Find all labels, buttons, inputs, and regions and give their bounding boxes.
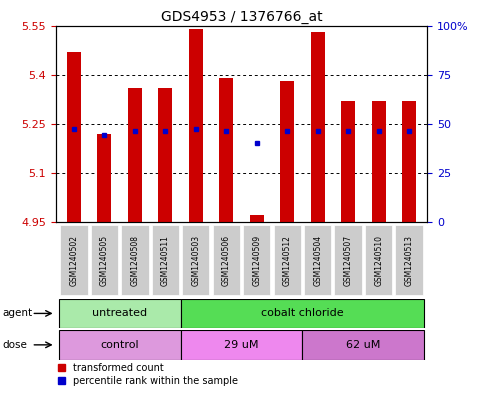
Bar	[158, 88, 172, 222]
FancyBboxPatch shape	[213, 226, 240, 295]
Bar	[311, 32, 325, 222]
FancyBboxPatch shape	[58, 330, 181, 360]
FancyBboxPatch shape	[121, 226, 149, 295]
FancyBboxPatch shape	[304, 226, 331, 295]
FancyBboxPatch shape	[335, 226, 362, 295]
FancyBboxPatch shape	[60, 226, 87, 295]
FancyBboxPatch shape	[91, 226, 118, 295]
Bar	[280, 81, 294, 222]
Bar	[372, 101, 385, 222]
Bar	[98, 134, 111, 222]
Text: GSM1240511: GSM1240511	[161, 235, 170, 286]
FancyBboxPatch shape	[365, 226, 392, 295]
Text: GSM1240508: GSM1240508	[130, 235, 139, 286]
Text: GSM1240505: GSM1240505	[100, 235, 109, 286]
FancyBboxPatch shape	[302, 330, 425, 360]
Text: dose: dose	[2, 340, 28, 350]
Bar	[341, 101, 355, 222]
Text: agent: agent	[2, 309, 32, 318]
Legend: transformed count, percentile rank within the sample: transformed count, percentile rank withi…	[58, 363, 238, 386]
Text: GSM1240513: GSM1240513	[405, 235, 413, 286]
Bar	[402, 101, 416, 222]
Text: GSM1240507: GSM1240507	[344, 235, 353, 286]
Text: GSM1240503: GSM1240503	[191, 235, 200, 286]
Text: GSM1240502: GSM1240502	[70, 235, 78, 286]
Text: control: control	[100, 340, 139, 350]
Text: GSM1240509: GSM1240509	[252, 235, 261, 286]
Text: GSM1240512: GSM1240512	[283, 235, 292, 286]
FancyBboxPatch shape	[396, 226, 423, 295]
FancyBboxPatch shape	[182, 226, 210, 295]
Bar	[128, 88, 142, 222]
Bar	[219, 78, 233, 222]
Text: GDS4953 / 1376766_at: GDS4953 / 1376766_at	[161, 10, 322, 24]
Bar	[67, 52, 81, 222]
Text: cobalt chloride: cobalt chloride	[261, 309, 344, 318]
Bar	[189, 29, 203, 222]
FancyBboxPatch shape	[58, 299, 181, 328]
Text: untreated: untreated	[92, 309, 147, 318]
FancyBboxPatch shape	[273, 226, 301, 295]
Text: 29 uM: 29 uM	[224, 340, 259, 350]
Text: GSM1240510: GSM1240510	[374, 235, 383, 286]
Text: GSM1240506: GSM1240506	[222, 235, 231, 286]
FancyBboxPatch shape	[243, 226, 270, 295]
FancyBboxPatch shape	[181, 330, 302, 360]
Text: 62 uM: 62 uM	[346, 340, 381, 350]
Text: GSM1240504: GSM1240504	[313, 235, 322, 286]
Bar	[250, 215, 264, 222]
FancyBboxPatch shape	[181, 299, 425, 328]
FancyBboxPatch shape	[152, 226, 179, 295]
